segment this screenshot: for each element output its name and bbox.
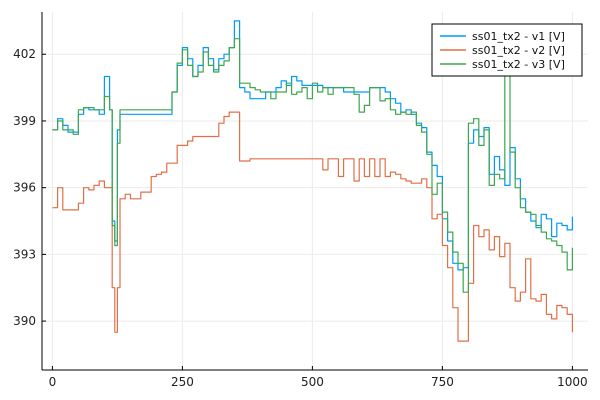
series-line-3 <box>52 38 573 293</box>
y-tick-label: 390 <box>13 314 36 328</box>
legend-label-2: ss01_tx2 - v2 [V] <box>472 44 565 57</box>
x-tick-label: 0 <box>49 375 57 389</box>
x-tick-label: 250 <box>171 375 194 389</box>
series-line-2 <box>52 111 573 342</box>
y-tick-label: 402 <box>13 47 36 61</box>
axes <box>41 12 588 371</box>
legend: ss01_tx2 - v1 [V]ss01_tx2 - v2 [V]ss01_t… <box>431 23 583 77</box>
tick-labels: 0 250 500 750 1000 390 393 396 399 402 <box>13 47 588 389</box>
x-tick-label: 1000 <box>557 375 588 389</box>
legend-label-1: ss01_tx2 - v1 [V] <box>472 30 565 43</box>
series-group <box>52 20 573 342</box>
legend-label-3: ss01_tx2 - v3 [V] <box>472 58 565 71</box>
x-tick-label: 500 <box>301 375 324 389</box>
x-tick-label: 750 <box>431 375 454 389</box>
y-tick-label: 393 <box>13 247 36 261</box>
y-tick-label: 396 <box>13 181 36 195</box>
y-tick-label: 399 <box>13 114 36 128</box>
